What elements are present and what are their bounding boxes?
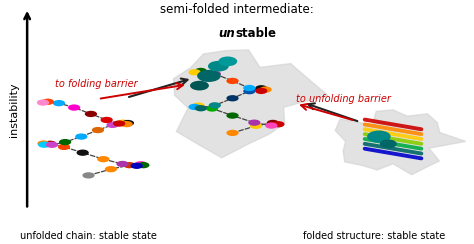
Circle shape [68,104,80,111]
Circle shape [189,69,201,75]
Circle shape [208,61,229,71]
Circle shape [117,161,128,167]
Circle shape [255,85,267,92]
Circle shape [367,131,391,143]
Circle shape [82,172,95,179]
Circle shape [122,120,134,126]
Circle shape [227,130,238,136]
Circle shape [195,105,207,112]
Circle shape [209,71,221,77]
Circle shape [100,117,113,123]
Circle shape [113,120,125,127]
Circle shape [380,140,397,148]
Circle shape [59,139,71,145]
Circle shape [267,120,279,126]
Circle shape [227,78,238,84]
Circle shape [209,102,221,109]
Circle shape [37,100,49,106]
Circle shape [265,122,277,129]
Circle shape [117,120,129,126]
Circle shape [255,88,267,94]
Text: instability: instability [9,82,19,137]
Circle shape [44,141,56,147]
Circle shape [97,156,109,162]
Circle shape [243,88,255,94]
Circle shape [137,162,149,168]
Circle shape [53,100,65,106]
Circle shape [272,121,284,127]
Circle shape [192,102,205,109]
Circle shape [92,127,104,133]
Text: to unfolding barrier: to unfolding barrier [296,94,391,104]
Circle shape [248,120,261,126]
Text: to folding barrier: to folding barrier [55,79,138,89]
Polygon shape [173,50,328,158]
Circle shape [219,57,237,66]
Text: semi-folded intermediate:: semi-folded intermediate: [160,3,314,16]
Circle shape [131,163,143,169]
Circle shape [195,68,207,74]
Circle shape [106,122,118,128]
Polygon shape [335,110,465,175]
Circle shape [123,162,136,168]
Circle shape [58,144,70,150]
Circle shape [227,112,238,119]
Circle shape [190,81,209,91]
Circle shape [243,85,255,91]
Circle shape [189,104,201,110]
Circle shape [120,121,133,127]
Circle shape [206,105,218,112]
Circle shape [37,140,50,147]
Circle shape [76,150,89,156]
Circle shape [46,142,58,148]
Circle shape [85,111,97,117]
Circle shape [259,86,272,93]
Circle shape [42,99,54,105]
Text: unfolded chain: stable state: unfolded chain: stable state [20,231,157,241]
Circle shape [105,166,117,172]
Circle shape [250,123,262,129]
Circle shape [227,95,238,102]
Circle shape [135,161,147,167]
Text: stable: stable [235,27,276,40]
Circle shape [197,70,221,82]
Circle shape [75,133,87,140]
Circle shape [38,142,50,148]
Text: un: un [218,27,235,40]
Text: folded structure: stable state: folded structure: stable state [303,231,445,241]
